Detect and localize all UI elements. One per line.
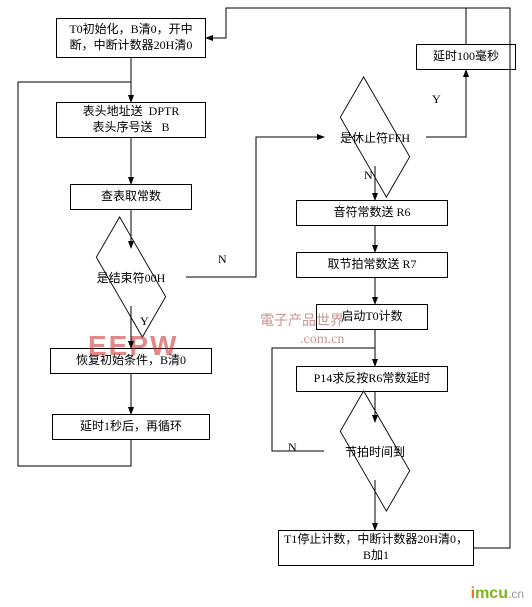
flow-arrows <box>0 0 532 607</box>
label-n7-y: Y <box>432 92 441 107</box>
logo-cn: .cn <box>508 587 524 601</box>
diamond-end00h-text: 是结束符00H <box>68 269 194 286</box>
label-n4-y: Y <box>140 314 149 329</box>
label-n4-n: N <box>218 252 227 267</box>
node-p14: P14求反按R6常数延时 <box>296 366 448 392</box>
node-delay100ms: 延时100毫秒 <box>416 44 516 70</box>
node-r6: 音符常数送 R6 <box>296 200 448 226</box>
diamond-beat-text: 节拍时间到 <box>312 443 438 460</box>
diamond-ffh-text: 是休止符FFH <box>312 129 438 146</box>
label-n7-n: N <box>364 168 373 183</box>
logo-imcu: imcu.cn <box>471 585 524 603</box>
watermark-eepw: EEPW <box>88 330 178 362</box>
node-delay1s: 延时1秒后，再循环 <box>52 414 210 440</box>
watermark-url: .com.cn <box>300 332 344 348</box>
node-lookup: 查表取常数 <box>70 184 192 210</box>
label-n13-n: N <box>288 440 297 455</box>
node-dptr: 表头地址送 DPTR 表头序号送 B <box>56 102 206 138</box>
node-r7: 取节拍常数送 R7 <box>296 252 448 278</box>
diamond-end00h: 是结束符00H <box>86 254 176 300</box>
node-stop-t1: T1停止计数，中断计数器20H清0，B加1 <box>278 530 474 566</box>
diamond-beat: 节拍时间到 <box>330 428 420 474</box>
watermark-sub: 電子产品世界 <box>260 310 344 330</box>
diamond-ffh: 是休止符FFH <box>330 114 420 160</box>
logo-mcu: mcu <box>475 585 508 602</box>
node-init: T0初始化，B清0，开中断，中断计数器20H清0 <box>56 18 206 58</box>
